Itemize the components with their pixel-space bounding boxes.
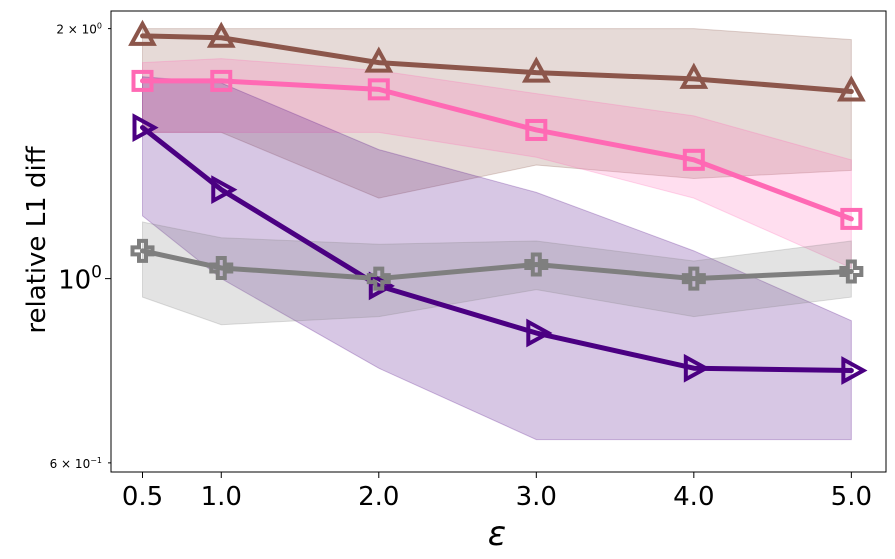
marker-purple-triangle-right xyxy=(132,113,159,142)
series-lines xyxy=(140,33,854,374)
x-axis-label: ε xyxy=(488,514,506,554)
marker-purple-triangle-right xyxy=(526,318,553,348)
marker-gray-plus xyxy=(524,252,549,277)
marker-gray-plus xyxy=(209,255,234,280)
marker-brown-triangle-up xyxy=(364,46,394,73)
marker-brown-triangle-up xyxy=(128,19,157,46)
x-tick-label: 4.0 xyxy=(673,482,714,512)
marker-pink-square xyxy=(840,207,863,230)
y-axis-label: relative L1 diff xyxy=(22,145,52,333)
marker-gray-plus xyxy=(130,238,155,263)
y-tick-label: 100 xyxy=(58,263,102,296)
marker-pink-square xyxy=(131,69,154,92)
marker-purple-triangle-right xyxy=(683,353,710,383)
marker-pink-square xyxy=(525,118,548,141)
marker-gray-plus xyxy=(681,266,706,291)
line-purple-triangle-right xyxy=(140,125,854,374)
marker-pink-square xyxy=(210,69,233,92)
marker-purple-triangle-right xyxy=(841,356,868,385)
marker-purple-triangle-right xyxy=(211,175,238,204)
line-pink-square xyxy=(140,78,854,222)
marker-pink-square xyxy=(367,78,390,101)
marker-gray-plus xyxy=(839,259,864,284)
x-tick-label: 1.0 xyxy=(201,482,242,512)
series-markers xyxy=(128,19,868,385)
marker-gray-plus xyxy=(366,266,391,291)
marker-pink-square xyxy=(682,148,705,171)
marker-brown-triangle-up xyxy=(679,62,709,89)
x-tick-label: 2.0 xyxy=(358,482,399,512)
x-axis-ticks: 0.5 1.0 2.0 3.0 4.0 5.0 xyxy=(122,472,872,512)
marker-brown-triangle-up xyxy=(836,75,866,102)
confidence-bands xyxy=(142,28,852,441)
marker-brown-triangle-up xyxy=(206,21,236,48)
line-brown-triangle-up xyxy=(140,33,854,94)
y-tick-label: 6 × 10−1 xyxy=(50,456,102,471)
line-gray-plus xyxy=(140,248,854,282)
y-tick-label: 2 × 100 xyxy=(56,22,102,37)
x-tick-label: 0.5 xyxy=(122,482,163,512)
plot-frame xyxy=(110,10,887,473)
x-tick-label: 3.0 xyxy=(516,482,557,512)
x-tick-label: 5.0 xyxy=(831,482,872,512)
y-axis-ticks: 2 × 100 100 6 × 10−1 xyxy=(50,22,111,471)
marker-brown-triangle-up xyxy=(521,56,551,83)
